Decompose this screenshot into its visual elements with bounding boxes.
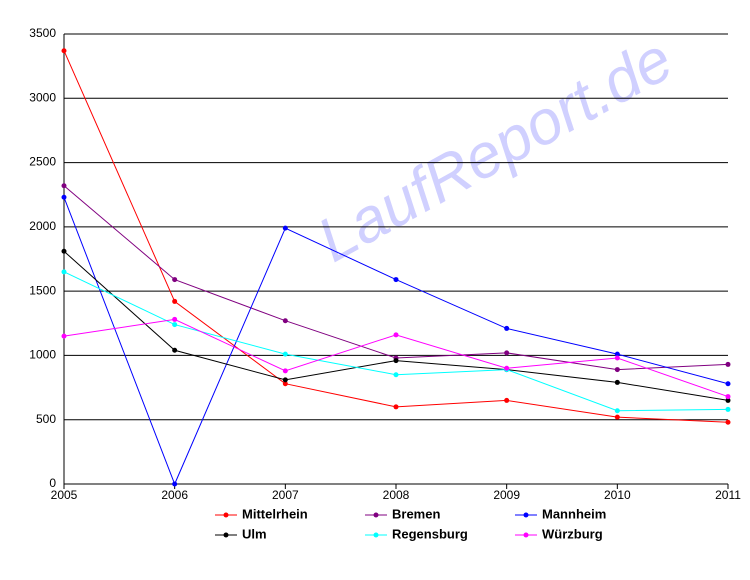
data-point [172,481,178,487]
data-point [61,194,67,200]
watermark: LaufReport.de [306,25,683,276]
data-point [172,316,178,322]
data-point [282,368,288,374]
series-line [63,271,729,412]
legend-marker [523,512,529,518]
data-point [393,372,399,378]
x-tick-label: 2011 [715,488,741,502]
y-tick-label: 3500 [29,26,56,40]
data-point [172,298,178,304]
data-point [61,48,67,54]
data-point [614,408,620,414]
data-point [504,365,510,371]
y-tick-label: 500 [36,412,56,426]
data-point [725,419,731,425]
y-tick-label: 3000 [29,90,56,104]
y-tick-label: 2500 [29,155,56,169]
data-point [504,397,510,403]
data-point [282,225,288,231]
data-point [393,358,399,364]
y-tick-label: 0 [49,476,56,490]
x-tick-label: 2005 [51,488,78,502]
data-point [393,277,399,283]
data-point [282,318,288,324]
legend-label: Mittelrhein [242,506,308,521]
legend-label: Würzburg [542,526,603,541]
data-point [725,406,731,412]
data-point [725,397,731,403]
legend-marker [223,532,229,538]
legend-marker [223,512,229,518]
data-point [61,333,67,339]
legend-label: Bremen [392,506,440,521]
data-point [614,351,620,357]
y-tick-label: 1500 [29,283,56,297]
data-point [614,414,620,420]
data-point [282,377,288,383]
legend-marker [373,532,379,538]
y-tick-label: 1000 [29,348,56,362]
data-point [282,381,288,387]
data-point [61,269,67,275]
data-point [393,404,399,410]
data-point [61,248,67,254]
legend-label: Ulm [242,526,267,541]
data-point [614,379,620,385]
data-point [614,367,620,373]
data-point [504,350,510,356]
data-point [172,347,178,353]
data-point [725,361,731,367]
data-point [725,381,731,387]
data-point [393,332,399,338]
legend-marker [523,532,529,538]
data-point [504,325,510,331]
data-point [614,355,620,361]
data-point [61,183,67,189]
legend-label: Mannheim [542,506,606,521]
data-point [172,277,178,283]
data-point [282,351,288,357]
legend-label: Regensburg [392,526,468,541]
data-point [725,394,731,400]
y-tick-label: 2000 [29,219,56,233]
data-point [172,322,178,328]
x-tick-label: 2006 [161,488,188,502]
x-tick-label: 2010 [604,488,631,502]
series-line [63,250,729,401]
legend-marker [373,512,379,518]
x-tick-label: 2008 [383,488,410,502]
x-tick-label: 2009 [493,488,520,502]
x-tick-label: 2007 [272,488,299,502]
